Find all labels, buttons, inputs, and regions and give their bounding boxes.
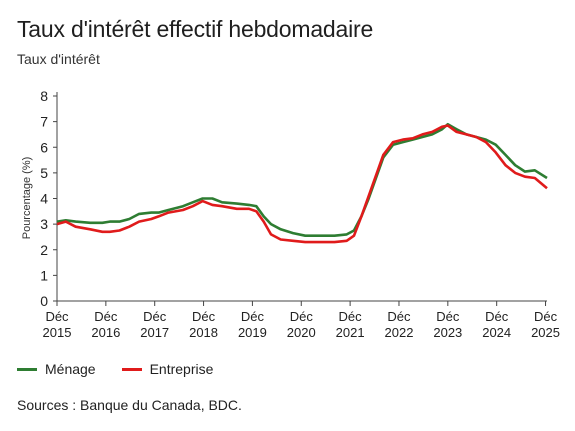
x-tick-label: 2020 xyxy=(287,325,316,340)
legend-swatch-entreprise xyxy=(121,367,142,371)
y-tick-label: 4 xyxy=(40,191,48,207)
legend-item-menage[interactable]: Ménage xyxy=(17,361,96,377)
x-tick-label: Déc xyxy=(436,309,460,324)
x-tick-label: Déc xyxy=(534,309,558,324)
y-tick-label: 7 xyxy=(40,114,48,130)
x-tick-label: Déc xyxy=(485,309,509,324)
y-tick-label: 2 xyxy=(40,242,48,258)
x-tick-label: 2017 xyxy=(140,325,169,340)
x-tick-label: 2021 xyxy=(336,325,365,340)
legend-item-entreprise[interactable]: Entreprise xyxy=(121,361,214,377)
chart-subtitle: Taux d'intérêt xyxy=(17,51,100,67)
x-tick-label: 2024 xyxy=(482,325,511,340)
x-tick-label: Déc xyxy=(94,309,118,324)
y-tick-label: 0 xyxy=(40,293,48,309)
x-tick-label: Déc xyxy=(339,309,363,324)
x-tick-label: Déc xyxy=(192,309,216,324)
x-tick-label: 2019 xyxy=(238,325,267,340)
x-tick-label: 2023 xyxy=(433,325,462,340)
x-tick-label: Déc xyxy=(290,309,314,324)
y-tick-label: 3 xyxy=(40,216,48,232)
legend-swatch-menage xyxy=(17,367,37,371)
x-tick-label: Déc xyxy=(143,309,167,324)
series-layer xyxy=(56,122,548,244)
series-line-menage xyxy=(56,122,548,237)
x-tick-label: Déc xyxy=(387,309,411,324)
x-tick-label: 2025 xyxy=(531,325,560,340)
x-axis: Déc2015Déc2016Déc2017Déc2018Déc2019Déc20… xyxy=(43,300,560,340)
x-tick-label: 2018 xyxy=(189,325,218,340)
series-line-entreprise xyxy=(56,124,548,244)
legend-label-entreprise: Entreprise xyxy=(149,361,214,377)
chart-legend: Ménage Entreprise xyxy=(17,361,239,377)
y-tick-label: 6 xyxy=(40,139,48,155)
x-tick-label: 2016 xyxy=(91,325,120,340)
x-tick-label: 2022 xyxy=(385,325,414,340)
source-note: Sources : Banque du Canada, BDC. xyxy=(17,397,242,413)
y-tick-label: 8 xyxy=(40,88,48,104)
y-axis: 0 1 2 3 4 5 6 7 8 xyxy=(40,88,58,309)
legend-label-menage: Ménage xyxy=(45,361,96,377)
y-axis-label: Pourcentage (%) xyxy=(21,157,33,240)
x-tick-label: 2015 xyxy=(43,325,72,340)
x-tick-label: Déc xyxy=(45,309,69,324)
y-tick-label: 5 xyxy=(40,165,48,181)
x-tick-label: Déc xyxy=(241,309,265,324)
y-tick-label: 1 xyxy=(40,267,48,283)
chart-title: Taux d'intérêt effectif hebdomadaire xyxy=(17,16,374,42)
